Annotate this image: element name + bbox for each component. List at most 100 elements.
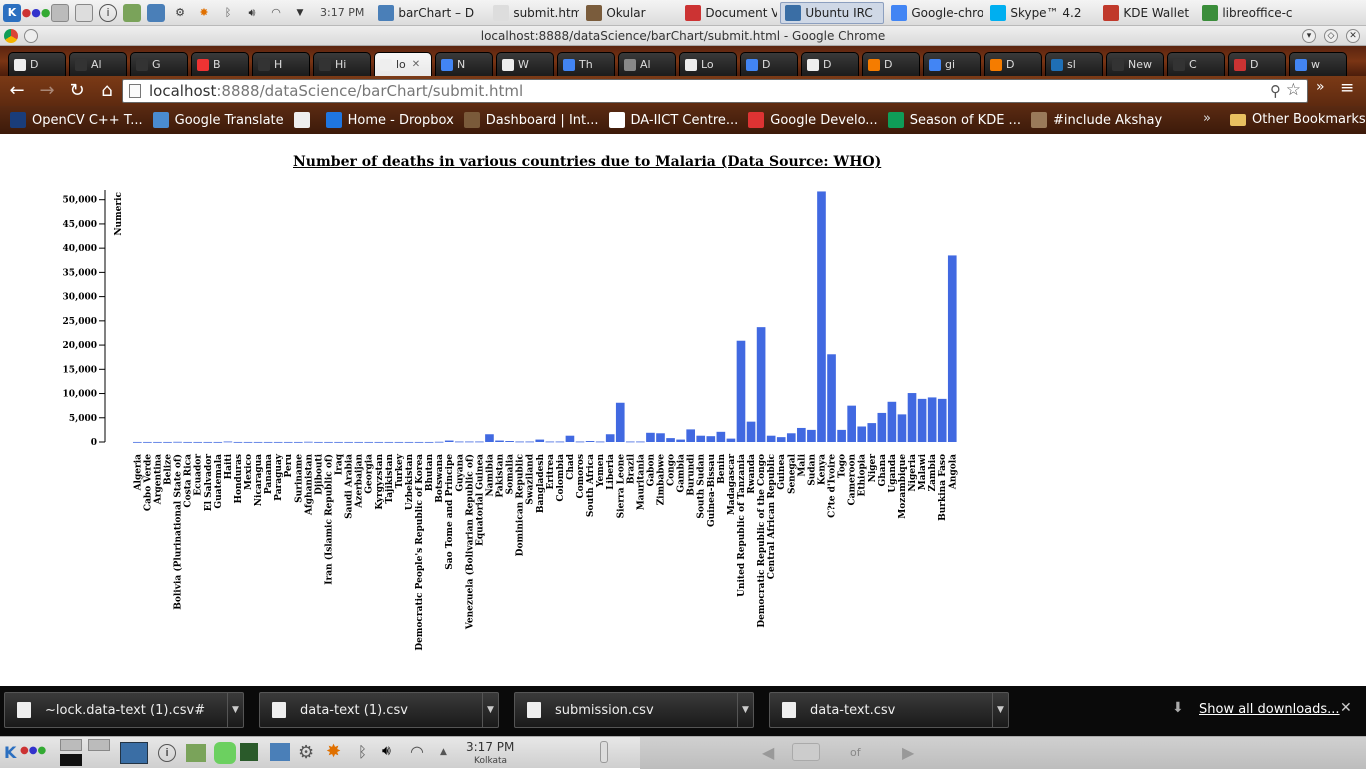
bar[interactable]: [625, 441, 635, 443]
pager-page-input[interactable]: [792, 743, 820, 761]
download-item[interactable]: ~lock.data-text (1).csv# ▼: [4, 692, 244, 728]
browser-tab[interactable]: H: [252, 52, 310, 76]
bookmark-item[interactable]: OpenCV C++ T...: [10, 112, 143, 128]
taskbar-item[interactable]: Skype™ 4.2: [986, 2, 1096, 24]
bluetooth-icon[interactable]: ᛒ: [358, 743, 368, 761]
browser-tab[interactable]: New: [1106, 52, 1164, 76]
bar[interactable]: [937, 398, 947, 442]
bar[interactable]: [535, 439, 545, 442]
download-menu-icon[interactable]: ▼: [227, 693, 243, 727]
bar[interactable]: [827, 354, 836, 442]
bar[interactable]: [887, 401, 897, 442]
browser-tab[interactable]: sl: [1045, 52, 1103, 76]
bar[interactable]: [565, 435, 575, 442]
bar[interactable]: [817, 191, 826, 442]
bar[interactable]: [857, 426, 867, 442]
activity-icon[interactable]: ●●●: [20, 745, 47, 756]
forward-arrow-icon[interactable]: →: [39, 80, 55, 101]
file-manager-icon[interactable]: [186, 744, 206, 762]
tray-expand-icon[interactable]: ▲: [440, 747, 447, 757]
bottom-clock[interactable]: 3:17 PM: [466, 740, 515, 754]
show-desktop-icon[interactable]: [75, 3, 93, 22]
pager-desktop-2[interactable]: [88, 739, 110, 751]
bookmark-item[interactable]: Home - Dropbox: [325, 112, 454, 128]
reload-icon[interactable]: ↻: [69, 80, 85, 101]
volume-icon[interactable]: 🔊︎: [382, 743, 391, 759]
pager-desktop-3[interactable]: [60, 754, 82, 766]
update-notifier-icon[interactable]: ✸: [199, 6, 209, 19]
bar[interactable]: [786, 433, 796, 442]
chrome-menu-icon[interactable]: ≡: [1340, 78, 1355, 98]
bookmark-item[interactable]: Google Translate: [152, 112, 284, 128]
bar[interactable]: [706, 436, 716, 442]
browser-tab[interactable]: D: [1228, 52, 1286, 76]
bar[interactable]: [575, 441, 585, 443]
bar[interactable]: [434, 441, 444, 443]
kde-menu-icon[interactable]: K: [3, 3, 21, 22]
info-icon[interactable]: i: [158, 744, 176, 762]
bar[interactable]: [877, 412, 887, 442]
taskbar-item[interactable]: Okular: [582, 2, 678, 24]
kde-launcher-icon[interactable]: K: [4, 743, 17, 762]
bar[interactable]: [243, 441, 253, 443]
taskbar-item[interactable]: submit.html: [489, 2, 579, 24]
bar[interactable]: [364, 441, 374, 443]
bar[interactable]: [444, 440, 454, 442]
bar[interactable]: [304, 441, 313, 443]
taskbar-item[interactable]: barChart – D: [374, 2, 486, 24]
bar[interactable]: [495, 440, 504, 442]
browser-tab[interactable]: B: [191, 52, 249, 76]
bar[interactable]: [384, 441, 394, 443]
bar[interactable]: [726, 438, 736, 442]
browser-tab[interactable]: D: [740, 52, 798, 76]
bar[interactable]: [837, 429, 846, 442]
browser-tab[interactable]: Al: [618, 52, 676, 76]
bluetooth-icon[interactable]: ᛒ: [224, 6, 232, 19]
address-bar[interactable]: localhost:8888/dataScience/barChart/subm…: [122, 79, 1308, 103]
bookmark-item[interactable]: DA-IICT Centre...: [608, 112, 738, 128]
bar[interactable]: [927, 397, 937, 442]
bar[interactable]: [273, 441, 283, 443]
tray-expand-icon[interactable]: ▼: [296, 7, 304, 18]
file-manager-icon[interactable]: [123, 3, 141, 22]
close-shelf-icon[interactable]: ✕: [1340, 700, 1352, 716]
bar[interactable]: [344, 441, 353, 443]
bookmark-item[interactable]: Google Develo...: [748, 112, 878, 128]
bar[interactable]: [253, 441, 263, 443]
bar[interactable]: [183, 441, 192, 443]
bar[interactable]: [807, 429, 816, 442]
browser-tab[interactable]: G: [130, 52, 188, 76]
window-menu-button[interactable]: [24, 29, 38, 43]
home-icon[interactable]: ⌂: [101, 80, 113, 101]
bar[interactable]: [897, 414, 907, 442]
bar[interactable]: [595, 441, 605, 443]
volume-icon[interactable]: 🔊︎: [248, 5, 256, 19]
bar[interactable]: [374, 441, 384, 443]
bar[interactable]: [354, 441, 363, 443]
taskbar-item[interactable]: Google-chro: [887, 2, 983, 24]
bar[interactable]: [143, 441, 152, 443]
bar[interactable]: [525, 441, 535, 443]
browser-tab[interactable]: D: [984, 52, 1042, 76]
bar[interactable]: [646, 432, 655, 442]
bar[interactable]: [907, 393, 917, 442]
bar[interactable]: [545, 441, 555, 443]
browser-tab[interactable]: Th: [557, 52, 615, 76]
other-bookmarks-folder[interactable]: Other Bookmarks: [1230, 112, 1366, 127]
bar[interactable]: [676, 439, 685, 442]
taskbar-item[interactable]: Document V: [681, 2, 777, 24]
bar[interactable]: [475, 441, 484, 443]
activity-dots-icon[interactable]: ● ● ●: [21, 6, 51, 19]
bar[interactable]: [153, 441, 162, 443]
settings-gear-icon[interactable]: ⚙: [298, 742, 315, 763]
pager-icon[interactable]: [51, 3, 69, 22]
minimize-button[interactable]: ▾: [1302, 29, 1316, 43]
bar[interactable]: [173, 441, 182, 443]
bar[interactable]: [947, 255, 957, 442]
bar[interactable]: [233, 441, 243, 443]
taskbar-item[interactable]: Ubuntu IRC: [780, 1, 885, 24]
maximize-button[interactable]: ◇: [1324, 29, 1338, 43]
bookmark-item[interactable]: Season of KDE ...: [887, 112, 1021, 128]
browser-tab[interactable]: D: [801, 52, 859, 76]
download-manager-icon[interactable]: [240, 743, 258, 761]
